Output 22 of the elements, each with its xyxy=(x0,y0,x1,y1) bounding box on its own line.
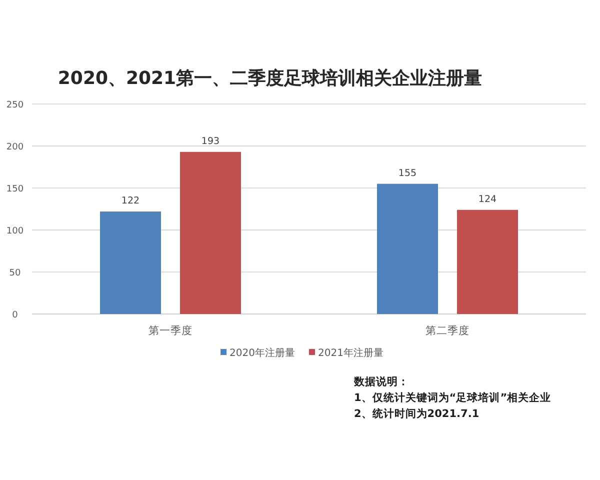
data-label: 193 xyxy=(201,136,220,147)
data-label: 155 xyxy=(398,168,417,179)
x-tick-label: 第一季度 xyxy=(148,324,192,337)
bar xyxy=(457,210,518,314)
x-tick-label: 第二季度 xyxy=(426,324,470,337)
text: 2、统计时间为2021.7.1 xyxy=(354,407,480,420)
text: 数据说明： xyxy=(353,375,409,388)
legend-label: 2020年注册量 xyxy=(230,347,295,359)
data-label: 124 xyxy=(478,194,497,205)
data-label: 122 xyxy=(121,196,140,207)
y-tick-label: 200 xyxy=(6,142,24,152)
legend-label: 2021年注册量 xyxy=(318,347,384,359)
text: 1、仅统计关键词为“足球培训”相关企业 xyxy=(354,391,552,404)
bar xyxy=(100,212,161,314)
y-tick-label: 0 xyxy=(12,310,18,320)
bar xyxy=(377,184,438,314)
y-tick-label: 150 xyxy=(6,184,24,194)
y-tick-label: 250 xyxy=(6,100,24,110)
chart-title: 2020、2021第一、二季度足球培训相关企业注册量 xyxy=(58,68,482,89)
y-tick-label: 100 xyxy=(6,226,24,236)
y-tick-label: 50 xyxy=(9,268,21,278)
bar xyxy=(180,152,241,314)
